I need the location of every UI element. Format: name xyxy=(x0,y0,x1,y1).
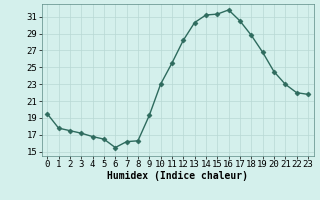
X-axis label: Humidex (Indice chaleur): Humidex (Indice chaleur) xyxy=(107,171,248,181)
